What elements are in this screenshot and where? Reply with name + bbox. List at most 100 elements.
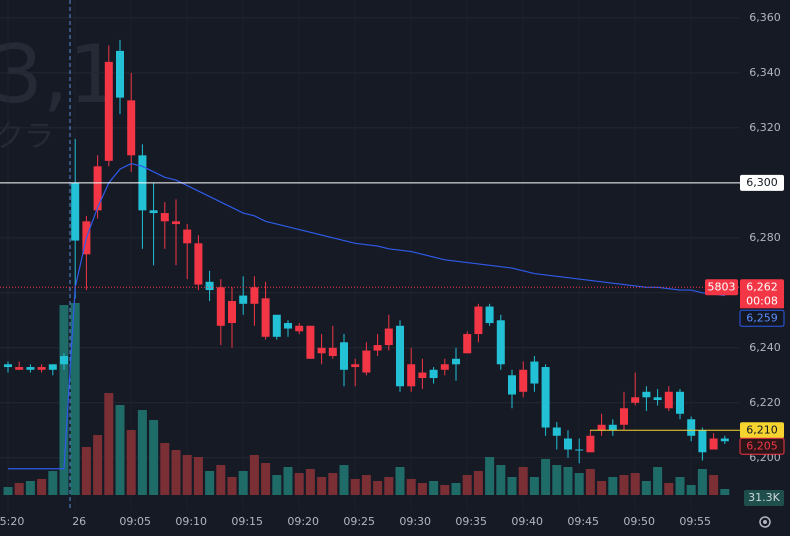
volume-bar: [249, 455, 259, 495]
x-tick-label: 09:45: [567, 515, 599, 528]
candle-body: [418, 372, 427, 379]
x-tick-label: 09:15: [231, 515, 263, 528]
volume-bar: [216, 465, 226, 495]
volume-bar: [227, 477, 237, 495]
x-tick-label: 5:20: [0, 515, 24, 528]
candle-body: [71, 182, 80, 241]
candle-body: [541, 367, 550, 428]
volume-bar: [272, 475, 282, 495]
candle-body: [194, 243, 203, 285]
volume-bar: [70, 303, 80, 495]
volume-bar: [294, 473, 304, 495]
volume-bar: [675, 477, 685, 495]
candle-body: [362, 350, 371, 373]
volume-bar: [720, 489, 730, 495]
volume-bar: [608, 477, 618, 495]
volume-bar: [496, 465, 506, 495]
volume-bar: [205, 471, 215, 495]
candle-body: [104, 61, 113, 161]
volume-bar: [104, 393, 114, 495]
volume-bar: [14, 483, 24, 495]
volume-bar: [238, 471, 248, 495]
candle-body: [384, 328, 393, 346]
volume-bar: [641, 481, 651, 495]
bid-price-label: 6,205: [746, 439, 778, 452]
volume-bar: [653, 467, 663, 495]
candle-body: [452, 358, 460, 365]
candle-body: [631, 397, 640, 403]
bid-price-label-box: [739, 437, 785, 455]
candle-body: [653, 397, 662, 401]
volume-label-box: [744, 490, 784, 506]
candle-body: [519, 369, 528, 392]
volume-bar: [59, 305, 69, 495]
volume-bar: [171, 450, 181, 495]
countdown-box: [740, 294, 784, 309]
volume-bar: [529, 477, 539, 495]
candle-body: [496, 320, 505, 365]
candle-body: [216, 287, 225, 326]
volume-bar: [126, 430, 136, 495]
candle-body: [284, 323, 292, 329]
price-line-label: 6,300: [746, 176, 778, 189]
volume-bar: [597, 481, 607, 495]
volume-bar: [384, 477, 394, 495]
volume-bar: [630, 473, 640, 495]
candle-body: [172, 221, 180, 225]
volume-bar: [686, 485, 696, 495]
volume-bar: [664, 483, 674, 495]
settings-icon[interactable]: [759, 516, 771, 528]
candle-body: [149, 210, 158, 214]
watermark: 3,1: [0, 28, 119, 121]
volume-bar: [149, 420, 159, 495]
volume-bar: [518, 467, 528, 495]
volume-bar: [417, 483, 427, 495]
candle-body: [642, 391, 651, 398]
candle-body: [676, 391, 684, 414]
x-tick-label: 09:30: [399, 515, 431, 528]
volume-bar: [541, 459, 551, 495]
candle-body: [127, 100, 136, 156]
volume-bar: [137, 410, 147, 495]
volume-bar: [373, 481, 383, 495]
last-price-label-box: [740, 279, 784, 296]
candle-body: [205, 281, 214, 291]
y-tick-label: 6,360: [749, 11, 781, 24]
volume-bar: [395, 467, 405, 495]
candle-body: [351, 364, 360, 368]
candle-body: [261, 298, 270, 337]
candle-body: [508, 375, 516, 395]
volume-bar: [697, 469, 707, 495]
candle-body: [687, 419, 696, 436]
alert-line-label-box: [740, 422, 784, 439]
volume-bar: [305, 469, 315, 495]
candle-body: [48, 364, 57, 370]
volume-bar: [350, 479, 360, 495]
volume-bar: [406, 479, 416, 495]
x-tick-label: 09:50: [623, 515, 655, 528]
candle-body: [720, 438, 729, 442]
volume-bar: [339, 465, 349, 495]
candle-body: [440, 364, 449, 370]
y-tick-label: 6,220: [749, 396, 781, 409]
watermark: クラ: [0, 120, 54, 155]
candle-body: [37, 367, 46, 370]
candle-body: [564, 438, 572, 450]
candle-body: [15, 367, 24, 370]
candle-body: [306, 325, 315, 359]
candle-body: [597, 424, 606, 431]
candle-body: [340, 342, 348, 370]
candle-body: [60, 356, 68, 365]
candle-body: [586, 435, 595, 453]
volume-bar: [451, 483, 461, 495]
candle-body: [552, 427, 561, 436]
candle-body: [530, 361, 539, 384]
x-tick-label: 09:35: [455, 515, 487, 528]
x-tick-label: 09:40: [511, 515, 543, 528]
candle-body: [239, 295, 248, 304]
volume-bar: [283, 467, 293, 495]
last-price-tag: 5803: [708, 280, 736, 293]
x-tick-label: 09:05: [119, 515, 151, 528]
countdown: 00:08: [746, 294, 778, 307]
volume-bar: [462, 475, 472, 495]
